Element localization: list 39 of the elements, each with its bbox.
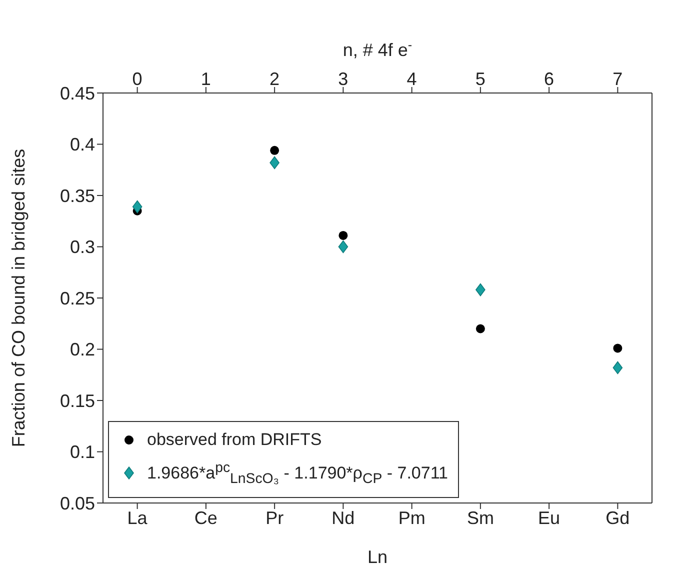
x2-tick-label: 4 [406, 69, 417, 89]
x-tick-label: Ce [194, 508, 218, 528]
point [338, 240, 348, 254]
point [613, 344, 622, 353]
x2-tick-label: 6 [544, 69, 554, 89]
x2-tick-label: 3 [338, 69, 348, 89]
x2-tick-label: 7 [612, 69, 623, 89]
y-tick-label: 0.15 [60, 390, 95, 411]
y-tick-label: 0.3 [70, 237, 95, 258]
y-tick-label: 0.4 [70, 134, 95, 155]
x-tick-label: Nd [332, 508, 355, 528]
y-tick-label: 0.2 [70, 340, 95, 360]
x-tick-label: Sm [466, 508, 494, 528]
x-tick-label: Eu [538, 508, 560, 528]
point [270, 156, 280, 170]
y-tick-label: 0.1 [70, 442, 95, 462]
x-tick-label: Pm [398, 508, 426, 528]
x2-tick-label: 5 [475, 69, 486, 89]
x2-tick-label: 0 [132, 69, 142, 89]
point [338, 230, 348, 240]
y-tick-label: 0.25 [60, 288, 95, 308]
x2-axis-title: n, # 4f e$^{-}$ [342, 38, 412, 60]
legend-label: 1.9686*a$^{pc}$$_{LnScO₃}$ - 1.1790*ρ$_{CP}$ - 7.0711 [147, 458, 448, 489]
x2-tick-label: 1 [200, 69, 211, 89]
y-tick-label: 0.05 [60, 493, 95, 514]
point [270, 146, 280, 155]
point [476, 283, 486, 296]
x-tick-label: Pr [266, 508, 284, 528]
y-tick-label: 0.35 [60, 186, 95, 206]
y-tick-label: 0.45 [60, 83, 95, 104]
point [476, 324, 485, 334]
point [132, 200, 142, 214]
x-axis-title: Ln [367, 547, 388, 567]
point [612, 361, 623, 374]
y-axis-title: Fraction of CO bound in bridged sites [8, 148, 28, 448]
legend-label: observed from DRIFTS [147, 428, 322, 451]
x2-tick-label: 2 [270, 69, 280, 89]
x-tick-label: La [127, 508, 148, 528]
x-tick-label: Gd [606, 508, 630, 528]
